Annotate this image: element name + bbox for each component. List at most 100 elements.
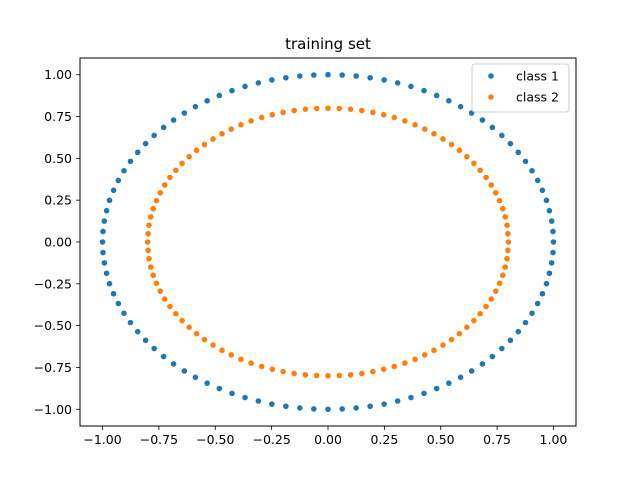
data-point (181, 368, 188, 374)
data-point (431, 347, 437, 354)
legend: class 1 class 2 (471, 63, 570, 113)
data-point (456, 330, 463, 337)
data-point (367, 403, 373, 410)
data-point (446, 98, 452, 104)
data-point (181, 110, 188, 116)
data-point (147, 264, 154, 270)
data-point (179, 317, 185, 324)
data-point (534, 177, 541, 184)
data-point (145, 230, 151, 237)
data-point (446, 380, 452, 386)
data-point (496, 197, 503, 204)
data-point (440, 342, 446, 348)
data-point (219, 347, 225, 354)
data-point (347, 106, 354, 112)
data-point (483, 303, 489, 310)
series-class-1 (99, 71, 557, 413)
data-point (543, 197, 550, 204)
data-point (489, 124, 496, 131)
y-tick-label: 0.50 (44, 151, 72, 166)
x-tick-label: −0.75 (140, 432, 178, 447)
data-point (127, 319, 134, 326)
data-point (186, 153, 192, 160)
data-point (325, 406, 331, 413)
data-point (280, 368, 286, 375)
x-tick-label: 1.00 (540, 432, 568, 447)
x-tick-label: 0.00 (314, 432, 342, 447)
data-point (157, 190, 164, 196)
data-point (507, 140, 514, 147)
data-point (499, 205, 506, 212)
data-point (448, 141, 455, 148)
data-point (150, 272, 157, 279)
data-point (283, 403, 289, 410)
data-point (468, 368, 475, 374)
data-point (229, 390, 235, 397)
data-point (216, 92, 223, 99)
legend-label-class-2: class 2 (516, 90, 559, 105)
data-point (412, 121, 418, 128)
data-point (269, 77, 275, 83)
data-point (548, 260, 555, 266)
y-tick-label: −0.50 (34, 318, 72, 333)
data-point (157, 288, 164, 294)
data-point (456, 147, 463, 154)
data-point (477, 167, 483, 174)
data-point (146, 222, 152, 229)
data-point (370, 109, 376, 116)
data-point (370, 368, 376, 375)
data-point (192, 374, 199, 381)
data-point (101, 260, 108, 266)
data-point (499, 132, 505, 139)
data-point (311, 72, 317, 78)
data-point (210, 342, 216, 348)
data-point (325, 71, 331, 78)
data-point (325, 105, 331, 111)
data-point (380, 366, 387, 373)
data-point (339, 72, 346, 78)
data-point (381, 401, 387, 407)
x-tick-label: −1.00 (83, 432, 121, 447)
data-point (160, 353, 167, 360)
data-point (283, 74, 289, 81)
data-point (153, 197, 160, 204)
y-tick-label: −0.75 (34, 360, 72, 375)
legend-box (471, 63, 570, 113)
data-point (464, 324, 470, 331)
data-point (433, 385, 440, 392)
data-point (153, 280, 160, 287)
data-point (488, 296, 495, 302)
data-point (359, 370, 365, 377)
data-point (147, 214, 154, 220)
data-point (421, 352, 428, 358)
data-point (106, 197, 113, 204)
data-point (408, 394, 414, 401)
data-point (489, 353, 496, 360)
data-point (433, 92, 440, 99)
data-point (115, 300, 122, 307)
data-point (193, 330, 200, 337)
data-point (121, 167, 127, 174)
data-point (488, 182, 495, 188)
data-point (431, 130, 437, 137)
data-point (269, 111, 276, 118)
data-point (103, 207, 110, 214)
y-tick-label: 1.00 (44, 67, 72, 82)
data-point (242, 394, 248, 401)
data-point (146, 255, 152, 262)
data-point (106, 280, 113, 287)
data-point (170, 361, 177, 367)
data-point (502, 214, 509, 220)
chart-title: training set (285, 35, 371, 53)
data-point (216, 385, 223, 392)
data-point (515, 328, 522, 335)
data-point (238, 356, 244, 363)
data-point (297, 405, 303, 411)
data-point (99, 239, 106, 245)
data-point (421, 126, 428, 132)
data-point (353, 73, 359, 79)
x-tick-label: 0.25 (370, 432, 398, 447)
data-point (550, 228, 556, 235)
data-point (546, 270, 553, 277)
data-point (408, 83, 414, 90)
